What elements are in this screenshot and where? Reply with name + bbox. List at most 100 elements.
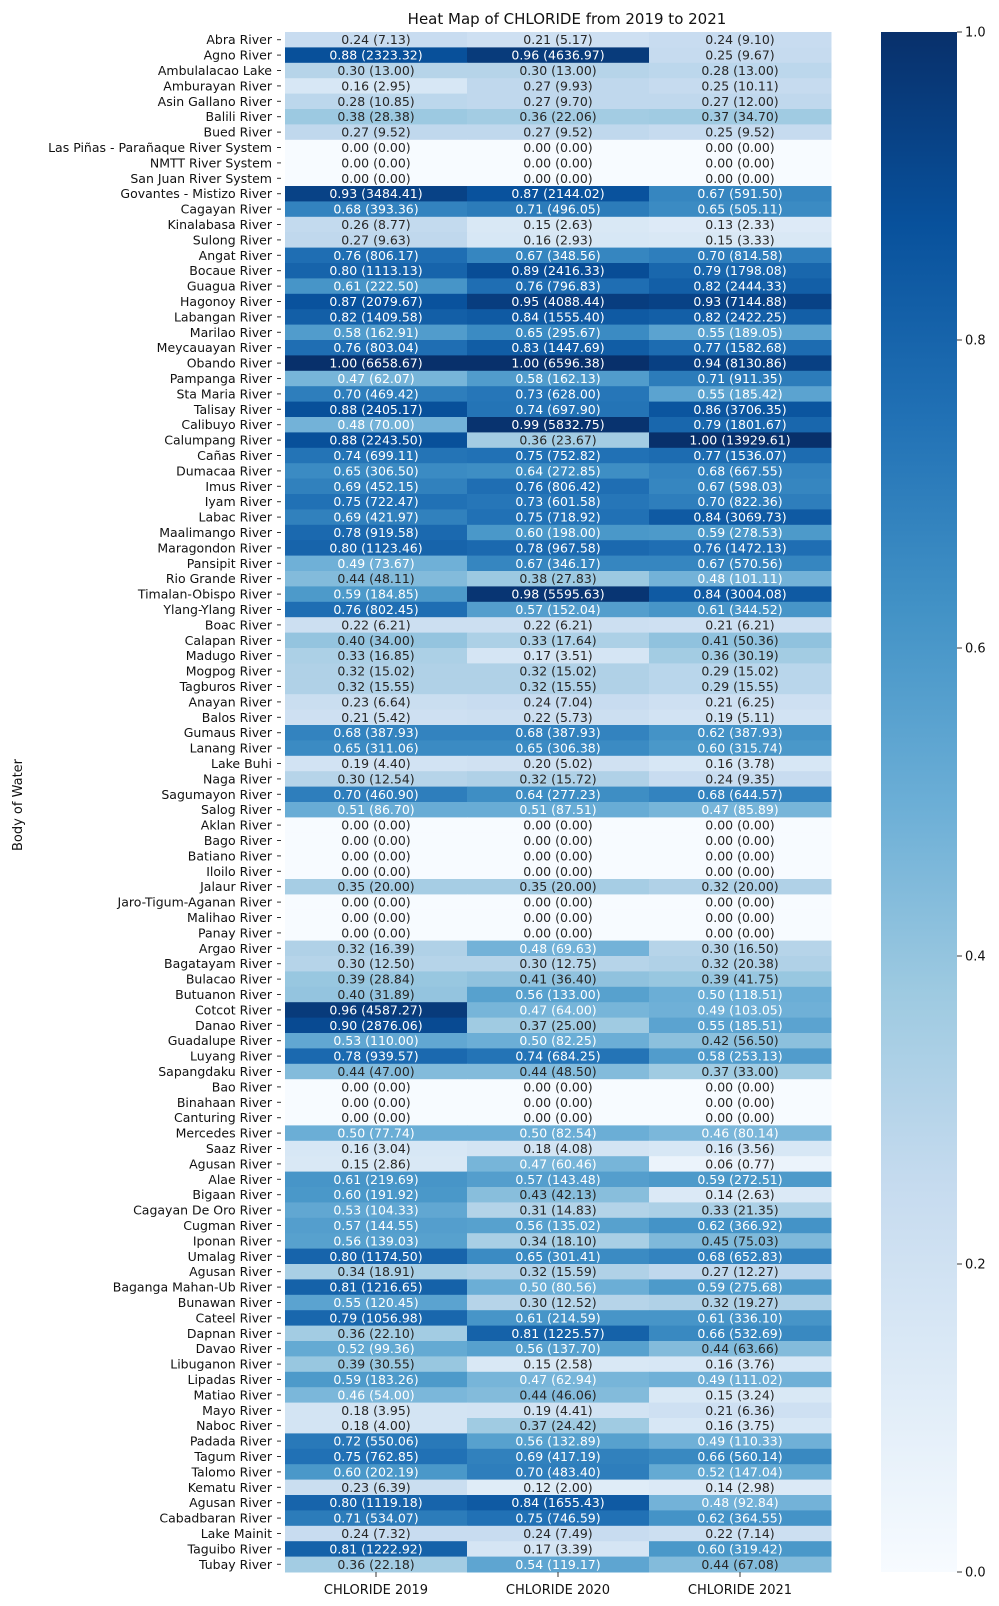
cell-label: 0.27 (9.63): [341, 232, 410, 247]
row-label: Maalimango River: [159, 525, 273, 540]
cell-label: 0.39 (30.55): [337, 1357, 414, 1372]
heatmap-cell: [285, 986, 468, 1003]
row-label: Sapangdaku River: [158, 1064, 273, 1079]
heatmap-cell: [285, 663, 468, 680]
heatmap-cell: [285, 1510, 468, 1527]
heatmap-cell: [649, 1479, 832, 1496]
heatmap-cell: [285, 1433, 468, 1450]
cell-label: 0.15 (3.24): [705, 1387, 774, 1402]
heatmap-cell: [649, 956, 832, 972]
heatmap-cell: [649, 1033, 832, 1049]
row-label: Baganga Mahan-Ub River: [113, 1280, 273, 1295]
cell-label: 0.00 (0.00): [705, 1110, 774, 1125]
cell-label: 0.64 (272.85): [515, 463, 600, 478]
heatmap-cell: [467, 370, 650, 387]
heatmap-cell: [649, 832, 832, 849]
heatmap-cell: [649, 1140, 832, 1157]
heatmap-cell: [467, 632, 650, 649]
cell-label: 0.84 (1555.40): [511, 309, 604, 324]
cell-label: 0.43 (42.13): [519, 1187, 596, 1202]
cell-label: 0.00 (0.00): [705, 833, 774, 848]
cell-label: 0.00 (0.00): [523, 155, 592, 170]
heatmap-cell: [285, 1264, 468, 1280]
heatmap-cell: [649, 263, 832, 279]
cell-label: 0.17 (3.39): [523, 1541, 592, 1556]
heatmap-cell: [285, 786, 468, 803]
cell-label: 0.00 (0.00): [341, 1079, 410, 1094]
heatmap-cell: [285, 170, 468, 187]
cell-label: 0.60 (202.19): [333, 1464, 418, 1479]
cell-label: 0.47 (64.00): [519, 1002, 596, 1017]
heatmap-cell: [649, 1264, 832, 1280]
cell-label: 0.22 (6.21): [523, 617, 592, 632]
heatmap-cell: [649, 216, 832, 233]
heatmap-cell: [649, 771, 832, 788]
heatmap-cell: [467, 802, 650, 818]
row-label: Naboc River: [196, 1418, 273, 1433]
heatmap-cell: [285, 755, 468, 772]
row-label: Govantes - Mistizo River: [120, 186, 272, 201]
heatmap-cell: [467, 139, 650, 156]
row-label: Angat River: [199, 248, 273, 263]
cell-label: 0.33 (17.64): [519, 633, 596, 648]
cell-label: 0.37 (34.70): [701, 109, 778, 124]
heatmap-cell: [649, 139, 832, 156]
cell-label: 0.14 (2.98): [705, 1480, 774, 1495]
row-label: Bao River: [212, 1079, 273, 1094]
cell-label: 0.00 (0.00): [705, 925, 774, 940]
colorbar-tick-label: 0.2: [965, 1258, 986, 1273]
row-label: Umalag River: [188, 1249, 273, 1264]
heatmap-cell: [285, 956, 468, 972]
cell-label: 0.78 (919.58): [333, 525, 418, 540]
row-label: Libuganon River: [170, 1357, 273, 1372]
row-label: Bago River: [204, 833, 273, 848]
row-label: Padada River: [190, 1434, 273, 1449]
row-label: Labangan River: [174, 309, 273, 324]
heatmap-cell: [467, 986, 650, 1003]
heatmap-cell: [285, 632, 468, 649]
colorbar-tick-label: 0.8: [965, 334, 986, 349]
heatmap-cell: [467, 1510, 650, 1527]
heatmap-cell: [285, 1310, 468, 1327]
heatmap-cell: [285, 478, 468, 495]
heatmap-cell: [467, 170, 650, 187]
heatmap-cell: [649, 309, 832, 326]
cell-label: 0.40 (31.89): [337, 987, 414, 1002]
cell-label: 0.24 (7.13): [341, 32, 410, 47]
row-label: Cagayan River: [181, 202, 273, 217]
heatmap-cell: [285, 1110, 468, 1126]
heatmap-cell: [649, 201, 832, 218]
cell-label: 0.59 (183.26): [333, 1372, 418, 1387]
heatmap-cell: [285, 925, 468, 942]
cell-label: 0.79 (1056.98): [329, 1310, 422, 1325]
heatmap-cell: [467, 1171, 650, 1188]
cell-label: 0.51 (86.70): [337, 802, 414, 817]
cell-label: 0.73 (628.00): [515, 386, 600, 401]
row-label: Marilao River: [190, 325, 273, 340]
heatmap-cell: [649, 1171, 832, 1188]
cell-label: 0.22 (6.21): [341, 617, 410, 632]
heatmap-cell: [649, 617, 832, 634]
cell-label: 0.38 (27.83): [519, 571, 596, 586]
cell-label: 0.22 (5.73): [523, 710, 592, 725]
heatmap-cell: [285, 1541, 468, 1558]
cell-label: 0.80 (1119.18): [329, 1495, 422, 1510]
heatmap-cell: [285, 1033, 468, 1049]
cell-label: 0.49 (73.67): [337, 556, 414, 571]
y-axis-label: Body of Water: [11, 758, 26, 851]
heatmap-cell: [649, 447, 832, 464]
heatmap-cell: [649, 1510, 832, 1527]
row-label: Balos River: [202, 710, 273, 725]
heatmap-cell: [649, 355, 832, 372]
heatmap-cell: [467, 1371, 650, 1388]
heatmap-cell: [285, 1479, 468, 1496]
cell-label: 0.62 (364.55): [697, 1511, 782, 1526]
cell-label: 0.78 (939.57): [333, 1049, 418, 1064]
heatmap-cell: [285, 47, 468, 64]
row-label: Salog River: [201, 802, 273, 817]
heatmap-cell: [285, 109, 468, 125]
row-label: Cagayan De Oro River: [133, 1203, 273, 1218]
cell-label: 0.76 (1472.13): [693, 540, 786, 555]
cell-label: 1.00 (6658.67): [329, 356, 422, 371]
